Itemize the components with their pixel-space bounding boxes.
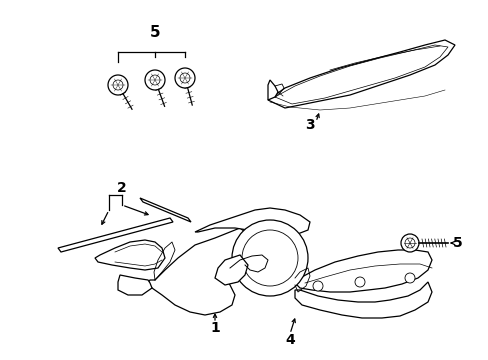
Polygon shape: [215, 255, 247, 285]
Polygon shape: [58, 218, 173, 252]
Polygon shape: [118, 275, 152, 295]
Circle shape: [404, 238, 414, 248]
Text: 3: 3: [305, 118, 314, 132]
Polygon shape: [95, 240, 164, 270]
Circle shape: [231, 220, 307, 296]
Text: 4: 4: [285, 333, 294, 347]
Circle shape: [242, 230, 297, 286]
Polygon shape: [140, 198, 191, 222]
Circle shape: [113, 80, 123, 90]
Circle shape: [145, 70, 164, 90]
Circle shape: [108, 75, 128, 95]
Circle shape: [312, 281, 323, 291]
Circle shape: [180, 73, 190, 83]
Circle shape: [354, 277, 364, 287]
Circle shape: [400, 234, 418, 252]
Polygon shape: [294, 282, 431, 318]
Polygon shape: [148, 228, 247, 315]
Text: 1: 1: [210, 321, 220, 335]
Text: 2: 2: [117, 181, 126, 195]
Polygon shape: [294, 250, 431, 292]
Circle shape: [150, 75, 160, 85]
Text: 5: 5: [452, 236, 462, 250]
Polygon shape: [267, 80, 278, 100]
Circle shape: [404, 273, 414, 283]
Polygon shape: [195, 208, 309, 235]
Text: 5: 5: [149, 24, 160, 40]
Polygon shape: [267, 40, 454, 108]
Circle shape: [175, 68, 195, 88]
